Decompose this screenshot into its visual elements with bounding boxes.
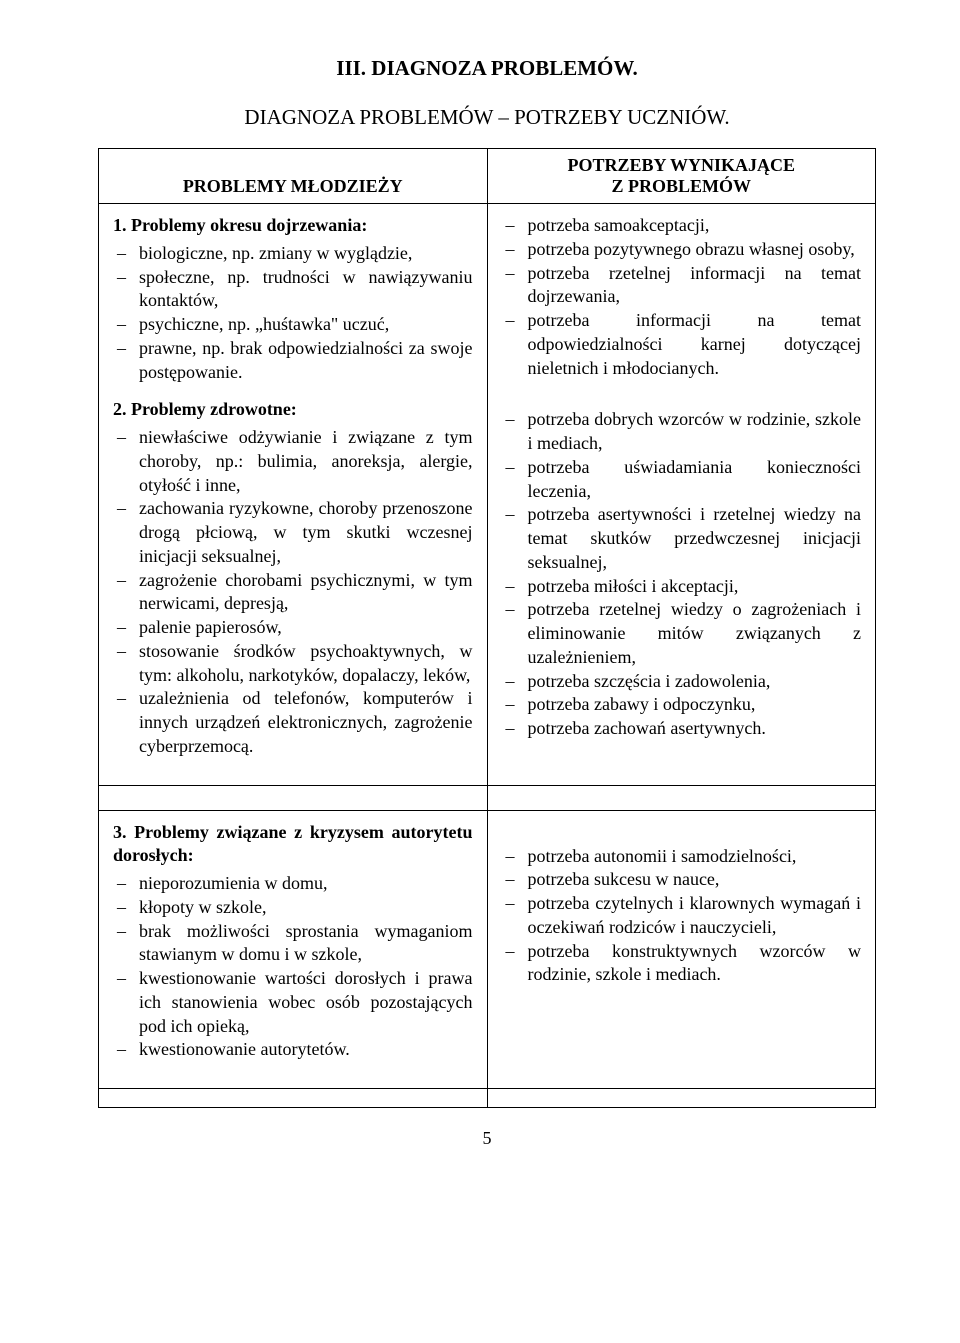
spacer-right bbox=[487, 785, 876, 810]
heading-sub: DIAGNOZA PROBLEMÓW – POTRZEBY UCZNIÓW. bbox=[98, 105, 876, 130]
page-number: 5 bbox=[98, 1128, 876, 1149]
empty-right bbox=[487, 1089, 876, 1108]
list-item: psychiczne, np. „huśtawka" uczuć, bbox=[113, 313, 473, 337]
section2-title: 2. Problemy zdrowotne: bbox=[113, 398, 473, 422]
needs3-list: potrzeba autonomii i samodzielności, pot… bbox=[502, 845, 862, 988]
right-cell-1: potrzeba samoakceptacji, potrzeba pozyty… bbox=[487, 204, 876, 786]
list-item: potrzeba informacji na temat odpowiedzia… bbox=[502, 309, 862, 380]
list-item: potrzeba pozytywnego obrazu własnej osob… bbox=[502, 238, 862, 262]
section3-title: 3. Problemy związane z kryzysem autoryte… bbox=[113, 822, 473, 866]
list-item: potrzeba autonomii i samodzielności, bbox=[502, 845, 862, 869]
list-item: stosowanie środków psychoaktywnych, w ty… bbox=[113, 640, 473, 688]
table-body-row-1: 1. Problemy okresu dojrzewania: biologic… bbox=[99, 204, 876, 786]
list-item: potrzeba uświadamiania konieczności lecz… bbox=[502, 456, 862, 504]
list-item: zagrożenie chorobami psychicznymi, w tym… bbox=[113, 569, 473, 617]
header-needs-line2: Z PROBLEMÓW bbox=[611, 176, 751, 196]
header-needs: POTRZEBY WYNIKAJĄCE Z PROBLEMÓW bbox=[487, 149, 876, 204]
list-item: potrzeba rzetelnej wiedzy o zagrożeniach… bbox=[502, 598, 862, 669]
list-item: niewłaściwe odżywianie i związane z tym … bbox=[113, 426, 473, 497]
list-item: brak możliwości sprostania wymaganiom st… bbox=[113, 920, 473, 968]
section3-list: nieporozumienia w domu, kłopoty w szkole… bbox=[113, 872, 473, 1062]
left-cell-2: 3. Problemy związane z kryzysem autoryte… bbox=[99, 810, 488, 1089]
heading-main: III. DIAGNOZA PROBLEMÓW. bbox=[98, 56, 876, 81]
list-item: uzależnienia od telefonów, komputerów i … bbox=[113, 687, 473, 758]
list-item: potrzeba rzetelnej informacji na temat d… bbox=[502, 262, 862, 310]
spacer-left bbox=[99, 785, 488, 810]
section1-title: 1. Problemy okresu dojrzewania: bbox=[113, 214, 473, 238]
header-needs-line1: POTRZEBY WYNIKAJĄCE bbox=[567, 155, 795, 175]
section1-list: biologiczne, np. zmiany w wyglądzie, spo… bbox=[113, 242, 473, 385]
list-item: społeczne, np. trudności w nawiązywaniu … bbox=[113, 266, 473, 314]
list-item: nieporozumienia w domu, bbox=[113, 872, 473, 896]
table-header-row: PROBLEMY MŁODZIEŻY POTRZEBY WYNIKAJĄCE Z… bbox=[99, 149, 876, 204]
needs1-list: potrzeba samoakceptacji, potrzeba pozyty… bbox=[502, 214, 862, 380]
header-problems-label: PROBLEMY MŁODZIEŻY bbox=[183, 176, 403, 196]
list-item: potrzeba miłości i akceptacji, bbox=[502, 575, 862, 599]
list-item: kwestionowanie wartości dorosłych i praw… bbox=[113, 967, 473, 1038]
list-item: potrzeba asertywności i rzetelnej wiedzy… bbox=[502, 503, 862, 574]
list-item: potrzeba zachowań asertywnych. bbox=[502, 717, 862, 741]
section2-list: niewłaściwe odżywianie i związane z tym … bbox=[113, 426, 473, 759]
list-item: potrzeba konstruktywnych wzorców w rodzi… bbox=[502, 940, 862, 988]
left-cell-1: 1. Problemy okresu dojrzewania: biologic… bbox=[99, 204, 488, 786]
list-item: biologiczne, np. zmiany w wyglądzie, bbox=[113, 242, 473, 266]
table-body-row-2: 3. Problemy związane z kryzysem autoryte… bbox=[99, 810, 876, 1089]
list-item: kłopoty w szkole, bbox=[113, 896, 473, 920]
list-item: potrzeba szczęścia i zadowolenia, bbox=[502, 670, 862, 694]
list-item: potrzeba zabawy i odpoczynku, bbox=[502, 693, 862, 717]
list-item: kwestionowanie autorytetów. bbox=[113, 1038, 473, 1062]
spacer-row bbox=[99, 785, 876, 810]
table-empty-row bbox=[99, 1089, 876, 1108]
right-cell-2: potrzeba autonomii i samodzielności, pot… bbox=[487, 810, 876, 1089]
list-item: potrzeba samoakceptacji, bbox=[502, 214, 862, 238]
section3-title-wrap: 3. Problemy związane z kryzysem autoryte… bbox=[113, 821, 473, 869]
list-item: potrzeba dobrych wzorców w rodzinie, szk… bbox=[502, 408, 862, 456]
document-page: III. DIAGNOZA PROBLEMÓW. DIAGNOZA PROBLE… bbox=[0, 0, 960, 1189]
problems-needs-table: PROBLEMY MŁODZIEŻY POTRZEBY WYNIKAJĄCE Z… bbox=[98, 148, 876, 1108]
header-problems: PROBLEMY MŁODZIEŻY bbox=[99, 149, 488, 204]
list-item: zachowania ryzykowne, choroby przenoszon… bbox=[113, 497, 473, 568]
list-item: potrzeba sukcesu w nauce, bbox=[502, 868, 862, 892]
list-item: potrzeba czytelnych i klarownych wymagań… bbox=[502, 892, 862, 940]
list-item: palenie papierosów, bbox=[113, 616, 473, 640]
empty-left bbox=[99, 1089, 488, 1108]
list-item: prawne, np. brak odpowiedzialności za sw… bbox=[113, 337, 473, 385]
needs2-list: potrzeba dobrych wzorców w rodzinie, szk… bbox=[502, 408, 862, 741]
